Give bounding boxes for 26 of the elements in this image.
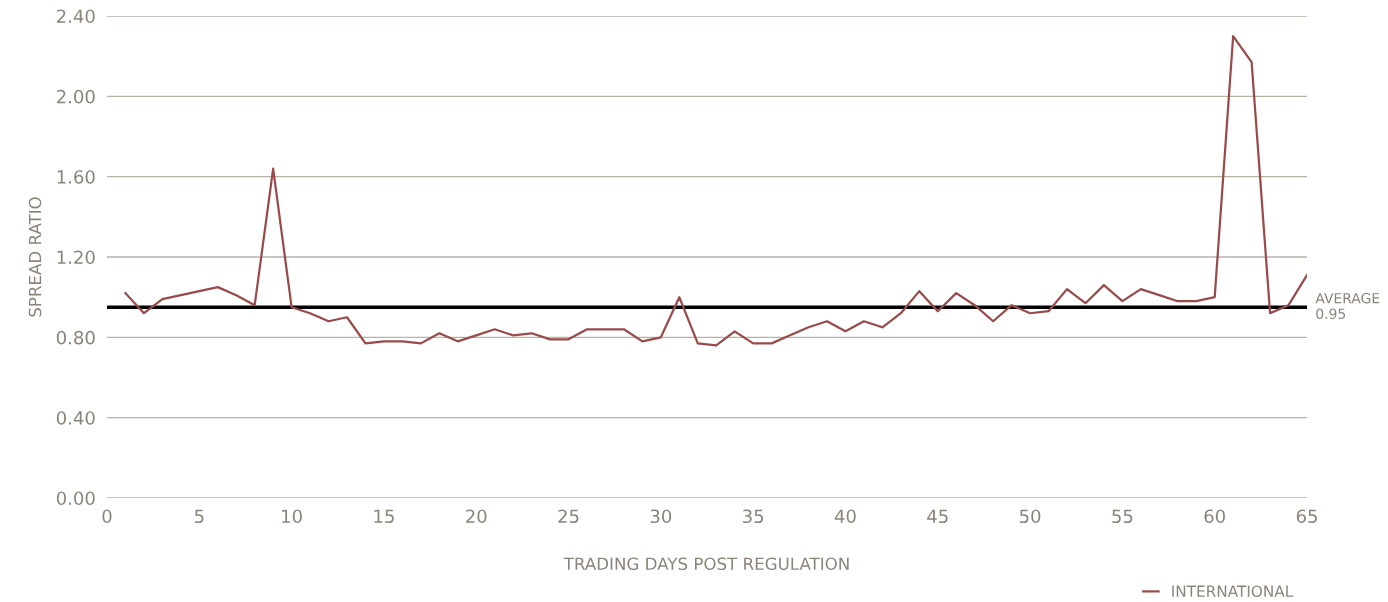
y-tick-label: 0.00 [56,491,95,506]
x-tick-label: 15 [374,509,394,524]
x-tick-label: 25 [558,509,579,524]
x-tick-label: 10 [282,509,302,524]
ref-line-label: AVERAGE 0.95 [1315,292,1380,320]
x-tick-label: 40 [834,509,856,524]
y-axis-title: SPREAD RATIO [28,197,42,317]
y-tick-label: 2.00 [57,89,95,104]
x-tick-label: 0 [102,509,112,524]
legend-label: INTERNATIONAL [1172,585,1294,597]
x-axis-title: TRADING DAYS POST REGULATION [563,557,849,571]
x-tick-label: 65 [1296,509,1317,524]
x-tick-label: 60 [1204,509,1225,524]
x-tick-label: 5 [194,509,204,524]
y-tick-label: 2.40 [57,9,95,24]
x-tick-label: 20 [466,509,487,524]
line-series [124,34,1307,347]
x-tick-label: 50 [1019,509,1041,524]
y-tick-label: 1.20 [57,250,95,265]
x-tick-label: 35 [743,509,764,524]
y-tick-label: 1.60 [57,170,95,184]
x-tick-label: 45 [927,509,948,524]
y-tick-label: 0.40 [56,411,95,425]
y-tick-label: 0.80 [56,330,95,345]
x-tick-label: 55 [1112,509,1133,524]
x-tick-label: 30 [650,509,672,524]
